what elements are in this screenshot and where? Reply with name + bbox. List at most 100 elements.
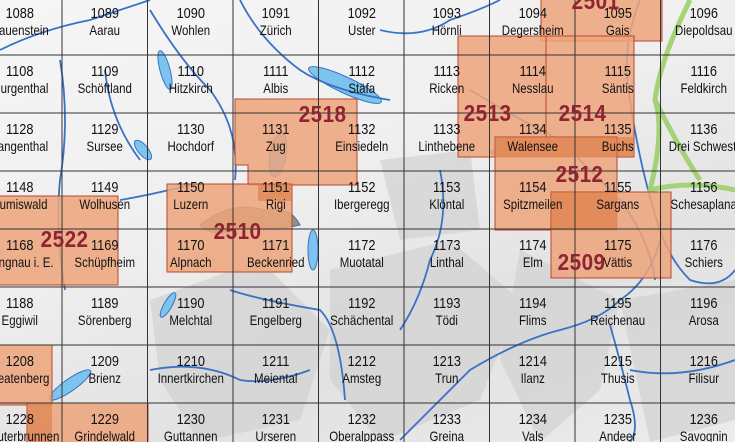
map-sheet-cell[interactable]: 1214 Ilanz <box>490 345 576 403</box>
map-sheet-cell[interactable]: 1170 Alpnach <box>148 229 234 287</box>
sheet-name: Langnau i. E. <box>0 254 54 270</box>
sheet-number: 1154 <box>518 179 546 196</box>
sheet-2522-area[interactable] <box>0 195 119 286</box>
map-sheet-cell[interactable]: 1215 Thusis <box>575 345 661 403</box>
map-sheet-cell[interactable]: 1114 Nesslau <box>490 55 576 113</box>
sheet-label-2513[interactable]: 2513 <box>463 100 512 126</box>
map-sheet-cell[interactable]: 1196 Arosa <box>661 287 735 345</box>
map-sheet-cell[interactable]: 1111 Albis <box>233 55 319 113</box>
map-sheet-cell[interactable]: 1229 Grindelwald <box>62 403 148 442</box>
map-sheet-cell[interactable]: 1134 Walensee <box>490 113 576 171</box>
map-sheet-cell[interactable]: 1232 Oberalppass <box>319 403 405 442</box>
map-sheet-cell[interactable]: 1133 Linthebene <box>404 113 490 171</box>
sheet-number: 1214 <box>518 353 547 370</box>
map-sheet-cell[interactable]: 1089 Aarau <box>62 0 148 55</box>
map-sheet-cell[interactable]: 1110 Hitzkirch <box>148 55 234 113</box>
map-sheet-cell[interactable]: 1135 Buchs <box>575 113 661 171</box>
sheet-label-2501[interactable]: 2501 <box>571 0 620 14</box>
sheet-name: Schöftland <box>77 80 132 96</box>
sheet-label-2522[interactable]: 2522 <box>40 226 89 252</box>
map-sheet-cell[interactable]: 1234 Vals <box>490 403 576 442</box>
map-sheet-cell[interactable]: 1190 Melchtal <box>148 287 234 345</box>
map-sheet-cell[interactable]: 1172 Muotatal <box>319 229 405 287</box>
map-sheet-cell[interactable]: 1116 Feldkirch <box>661 55 735 113</box>
map-sheet-cell[interactable]: 1231 Urseren <box>233 403 319 442</box>
map-sheet-cell[interactable]: 1094 Degersheim <box>490 0 576 55</box>
map-sheet-cell[interactable]: 1132 Einsiedeln <box>319 113 405 171</box>
map-sheet-cell[interactable]: 1210 Innertkirchen <box>148 345 234 403</box>
map-sheet-cell[interactable]: 1090 Wohlen <box>148 0 234 55</box>
sheet-name: Tödi <box>435 312 458 328</box>
map-sheet-cell[interactable]: 1088Hauenstein <box>0 0 62 55</box>
sheet-number: 1173 <box>433 237 461 254</box>
map-sheet-cell[interactable]: 1131 Zug <box>233 113 319 171</box>
sheet-number: 1094 <box>518 5 547 22</box>
map-sheet-cell[interactable]: 1233 Greina <box>404 403 490 442</box>
sheet-name: Vals <box>521 428 543 442</box>
map-sheet-cell[interactable]: 1235 Andeer <box>575 403 661 442</box>
map-sheet-cell[interactable]: 1192 Schächental <box>319 287 405 345</box>
map-sheet-cell[interactable]: 1091 Zürich <box>233 0 319 55</box>
map-sheet-cell[interactable]: 1191 Engelberg <box>233 287 319 345</box>
map-sheet-cell[interactable]: 1096 Diepoldsau <box>661 0 735 55</box>
map-sheet-cell[interactable]: 1213 Trun <box>404 345 490 403</box>
map-sheet-cell[interactable]: 1092 Uster <box>319 0 405 55</box>
map-sheet-cell[interactable]: 1216 Filisur <box>661 345 735 403</box>
map-sheet-cell[interactable]: 1128Langenthal <box>0 113 62 171</box>
sheet-2501-area[interactable] <box>540 0 663 42</box>
sheet-name: Nesslau <box>511 80 553 96</box>
map-sheet-cell[interactable]: 1152 Ibergeregg <box>319 171 405 229</box>
map-sheet-cell[interactable]: 1115 Säntis <box>575 55 661 113</box>
map-sheet-cell[interactable]: 1176 Schiers <box>661 229 735 287</box>
sheet-number: 1192 <box>347 295 375 312</box>
sheet-number: 1150 <box>176 179 204 196</box>
map-sheet-cell[interactable]: 1150 Luzern <box>148 171 234 229</box>
map-sheet-cell[interactable]: 1130 Hochdorf <box>148 113 234 171</box>
map-sheet-cell[interactable]: 1168Langnau i. E. <box>0 229 62 287</box>
map-sheet-cell[interactable]: 1230 Guttannen <box>148 403 234 442</box>
map-sheet-cell[interactable]: 1195 Reichenau <box>575 287 661 345</box>
sheet-label-2518[interactable]: 2518 <box>298 101 347 127</box>
map-sheet-cell[interactable]: 1169 Schüpfheim <box>62 229 148 287</box>
sheet-label-2509[interactable]: 2509 <box>557 249 606 275</box>
sheet-name: Trun <box>435 370 459 386</box>
map-sheet-cell[interactable]: 1109 Schöftland <box>62 55 148 113</box>
map-sheet-cell[interactable]: 1112 Stäfa <box>319 55 405 113</box>
sheet-label-2512[interactable]: 2512 <box>555 161 604 187</box>
map-sheet-cell[interactable]: 1228Lauterbrunnen <box>0 403 62 442</box>
map-sheet-cell[interactable]: 1129 Sursee <box>62 113 148 171</box>
map-sheet-cell[interactable]: 1149 Wolhusen <box>62 171 148 229</box>
map-sheet-cell[interactable]: 1212 Amsteg <box>319 345 405 403</box>
map-sheet-cell[interactable]: 1093 Hörnli <box>404 0 490 55</box>
map-sheet-cell[interactable]: 1208Beatenberg <box>0 345 62 403</box>
map-sheet-cell[interactable]: 1193 Tödi <box>404 287 490 345</box>
map-sheet-cell[interactable]: 1113 Ricken <box>404 55 490 113</box>
map-sheet-cell[interactable]: 1154 Spitzmeilen <box>490 171 576 229</box>
map-sheet-cell[interactable]: 1155 Sargans <box>575 171 661 229</box>
map-sheet-cell[interactable]: 1174 Elm <box>490 229 576 287</box>
map-sheet-cell[interactable]: 1171 Beckenried <box>233 229 319 287</box>
map-sheet-cell[interactable]: 1108Murgenthal <box>0 55 62 113</box>
sheet-label-2514[interactable]: 2514 <box>558 100 607 126</box>
map-sheet-cell[interactable]: 1211 Meiental <box>233 345 319 403</box>
sheet-beatenberg-area[interactable] <box>0 344 53 406</box>
map-sheet-cell[interactable]: 1095 Gais <box>575 0 661 55</box>
sheet-number: 1172 <box>347 237 375 254</box>
map-sheet-cell[interactable]: 1175 Vättis <box>575 229 661 287</box>
map-sheet-cell[interactable]: 1194 Flims <box>490 287 576 345</box>
map-sheet-cell[interactable]: 1189 Sörenberg <box>62 287 148 345</box>
map-sheet-cell[interactable]: 1153 Klöntal <box>404 171 490 229</box>
sheet-label-2510[interactable]: 2510 <box>213 218 262 244</box>
map-sheet-cell[interactable]: 1209 Brienz <box>62 345 148 403</box>
map-sheet-cell[interactable]: 1173 Linthal <box>404 229 490 287</box>
map-sheet-cell[interactable]: 1236 Savognin <box>661 403 735 442</box>
sheet-number: 1112 <box>348 63 375 80</box>
map-sheet-cell[interactable]: 1188 Eggiwil <box>0 287 62 345</box>
map-sheet-cell[interactable]: 1156 Schesaplana <box>661 171 735 229</box>
sheet-name: Guttannen <box>163 428 218 442</box>
map-sheet-cell[interactable]: 1151 Rigi <box>233 171 319 229</box>
map-sheet-cell[interactable]: 1148Sumiswald <box>0 171 62 229</box>
sheet-number: 1196 <box>689 295 717 312</box>
